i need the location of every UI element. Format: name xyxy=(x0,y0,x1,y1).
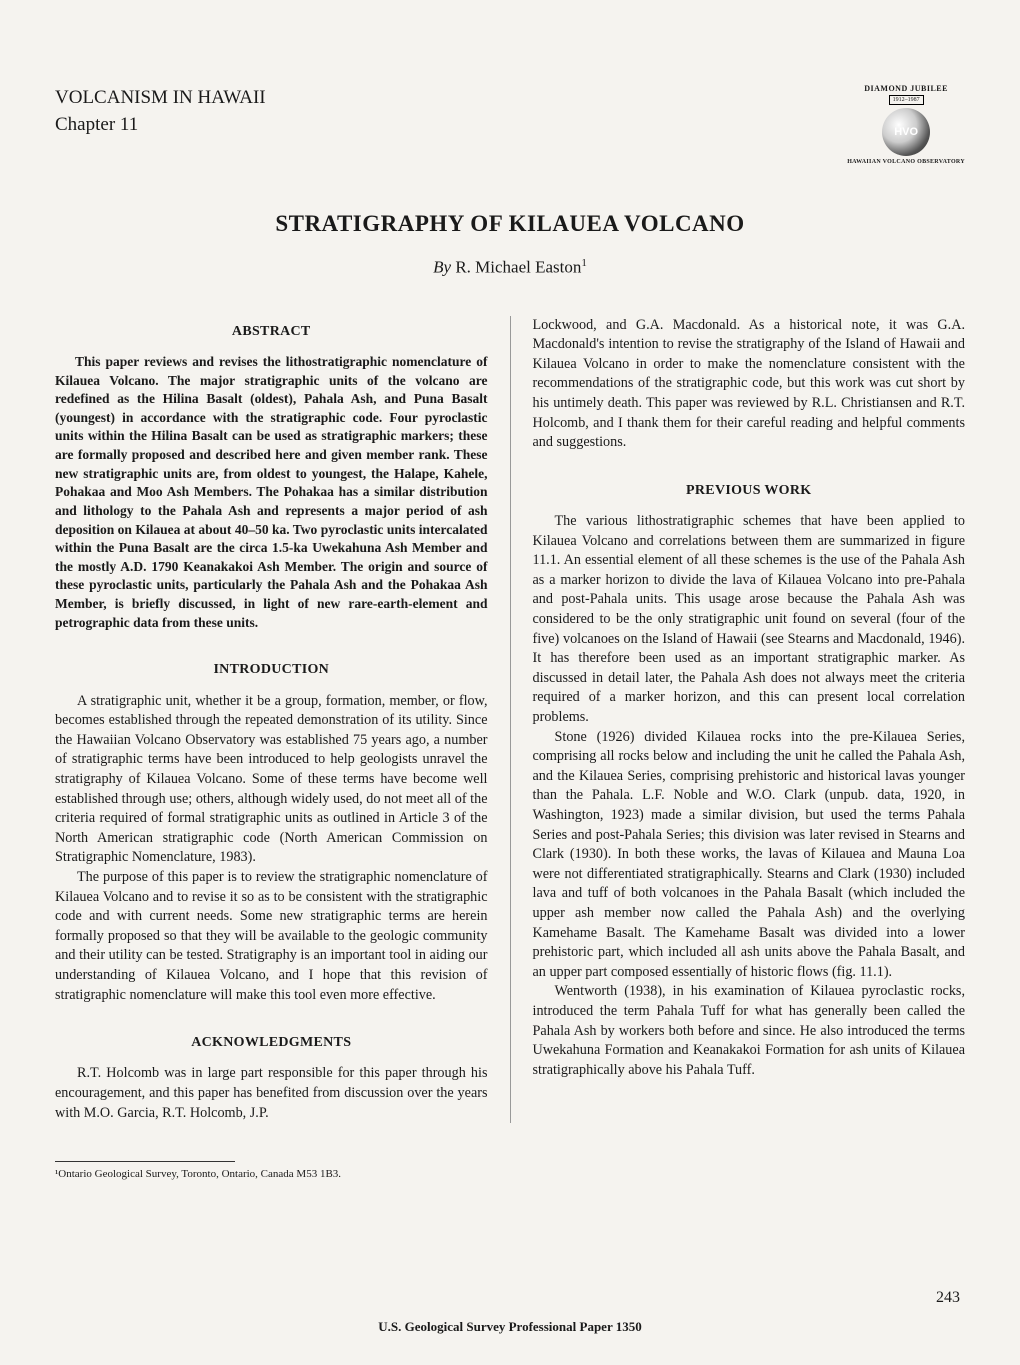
chapter-label: Chapter 11 xyxy=(55,112,266,139)
column-divider xyxy=(510,316,511,1124)
ack-p1: R.T. Holcomb was in large part responsib… xyxy=(55,1064,488,1123)
right-column: Lockwood, and G.A. Macdonald. As a histo… xyxy=(533,316,966,1124)
ack-continuation: Lockwood, and G.A. Macdonald. As a histo… xyxy=(533,316,966,453)
byline: By R. Michael Easton1 xyxy=(55,257,965,278)
intro-p1: A stratigraphic unit, whether it be a gr… xyxy=(55,692,488,868)
logo-jubilee-text: DIAMOND JUBILEE xyxy=(847,85,965,94)
previous-work-heading: PREVIOUS WORK xyxy=(533,481,966,500)
introduction-heading: INTRODUCTION xyxy=(55,660,488,679)
abstract-text: This paper reviews and revises the litho… xyxy=(55,353,488,632)
byline-by: By xyxy=(433,258,451,277)
logo-caption: HAWAIIAN VOLCANO OBSERVATORY xyxy=(847,159,965,166)
acknowledgments-heading: ACKNOWLEDGMENTS xyxy=(55,1033,488,1052)
header-left: VOLCANISM IN HAWAII Chapter 11 xyxy=(55,85,266,138)
page-header: VOLCANISM IN HAWAII Chapter 11 DIAMOND J… xyxy=(55,85,965,166)
prev-p2: Stone (1926) divided Kilauea rocks into … xyxy=(533,728,966,983)
prev-p1: The various lithostratigraphic schemes t… xyxy=(533,512,966,728)
abstract-body: This paper reviews and revises the litho… xyxy=(55,353,488,632)
logo-initials: HVO xyxy=(894,126,918,138)
footnote-rule xyxy=(55,1161,235,1162)
byline-footnote-ref: 1 xyxy=(581,257,587,269)
logo-years: 1912–1987 xyxy=(889,95,924,106)
footnote: ¹Ontario Geological Survey, Toronto, Ont… xyxy=(55,1168,965,1180)
page-number: 243 xyxy=(936,1289,960,1307)
text-columns: ABSTRACT This paper reviews and revises … xyxy=(55,316,965,1124)
logo-globe-icon: HVO xyxy=(882,108,930,156)
left-column: ABSTRACT This paper reviews and revises … xyxy=(55,316,488,1124)
footer: U.S. Geological Survey Professional Pape… xyxy=(0,1319,1020,1335)
hvo-logo: DIAMOND JUBILEE 1912–1987 HVO HAWAIIAN V… xyxy=(847,85,965,166)
paper-title: STRATIGRAPHY OF KILAUEA VOLCANO xyxy=(55,211,965,237)
abstract-heading: ABSTRACT xyxy=(55,322,488,341)
series-title: VOLCANISM IN HAWAII xyxy=(55,85,266,112)
intro-p2: The purpose of this paper is to review t… xyxy=(55,868,488,1005)
byline-author: R. Michael Easton xyxy=(455,258,581,277)
prev-p3: Wentworth (1938), in his examination of … xyxy=(533,982,966,1080)
